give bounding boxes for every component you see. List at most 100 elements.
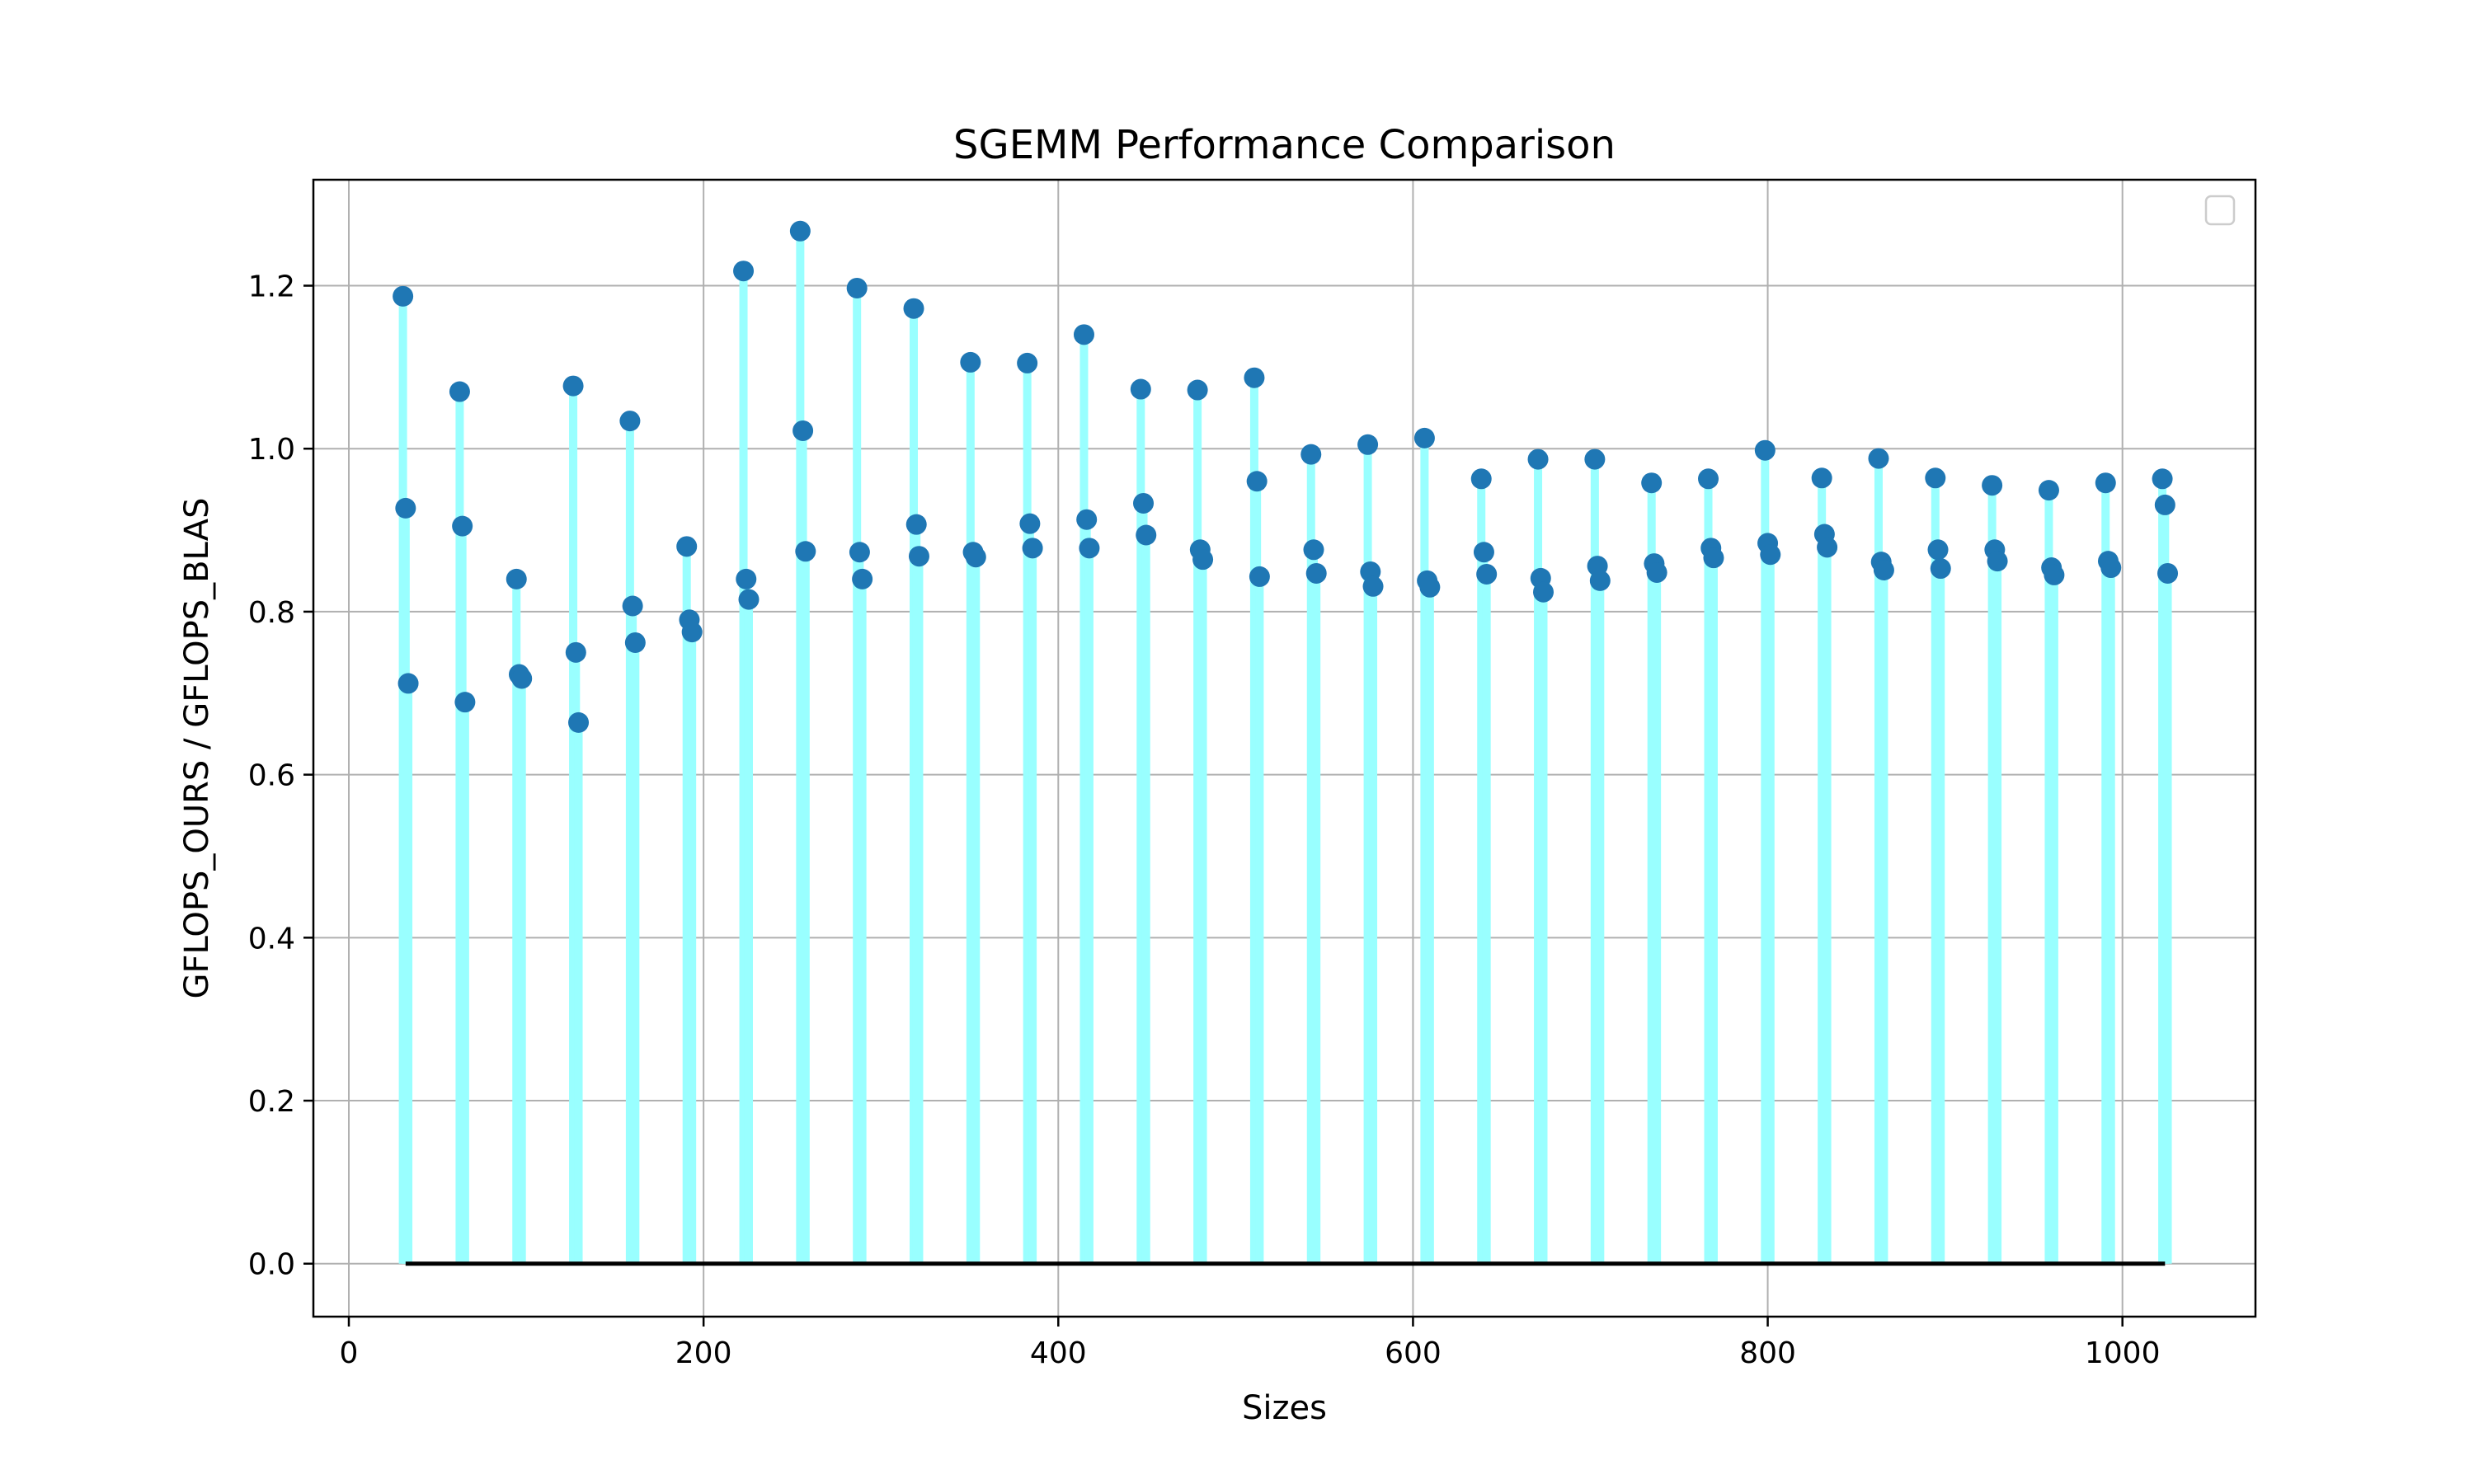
y-tick-label: 0.0 <box>248 1248 295 1282</box>
data-point <box>562 375 584 397</box>
data-point <box>454 692 476 713</box>
data-point <box>2157 562 2179 584</box>
data-point <box>905 514 927 535</box>
data-point <box>622 595 643 617</box>
data-point <box>624 632 646 653</box>
data-point <box>1192 549 1214 571</box>
data-point <box>908 546 929 567</box>
data-point <box>795 541 816 562</box>
data-point <box>793 420 814 441</box>
data-point <box>1303 539 1324 561</box>
x-tick-label: 200 <box>675 1336 732 1370</box>
data-point <box>733 261 755 282</box>
y-axis-ticks: 0.0 0.2 0.4 0.6 0.8 1.0 1.2 <box>248 270 313 1282</box>
y-tick-label: 0.2 <box>248 1085 295 1119</box>
data-point <box>511 668 533 689</box>
y-tick-label: 0.8 <box>248 596 295 630</box>
data-point <box>1079 538 1100 559</box>
data-point <box>2152 468 2173 490</box>
data-point <box>1076 509 1098 530</box>
data-point <box>960 351 981 373</box>
x-axis-label: Sizes <box>1242 1389 1327 1427</box>
data-point <box>789 220 811 242</box>
data-point <box>449 381 470 402</box>
data-point <box>568 711 590 733</box>
data-point <box>1300 444 1322 465</box>
x-tick-label: 600 <box>1385 1336 1442 1370</box>
data-point <box>1703 547 1724 569</box>
data-point <box>1019 513 1041 534</box>
data-point <box>738 589 760 610</box>
data-point <box>1246 471 1268 492</box>
data-point <box>852 568 873 589</box>
x-tick-label: 800 <box>1739 1336 1796 1370</box>
data-point <box>1413 427 1435 448</box>
data-point <box>1527 448 1549 470</box>
data-point <box>1133 492 1155 514</box>
data-point <box>1982 475 2003 496</box>
data-point <box>1473 542 1494 563</box>
x-axis-ticks: 0 200 400 600 800 1000 <box>340 1317 2161 1370</box>
data-point <box>506 568 527 589</box>
data-point <box>676 536 698 557</box>
data-point <box>1249 566 1270 587</box>
data-point <box>1754 439 1776 461</box>
data-point <box>619 411 641 432</box>
legend-box <box>2204 195 2236 226</box>
data-point <box>397 673 419 694</box>
data-point <box>2100 557 2122 579</box>
data-point <box>1641 472 1663 494</box>
data-point <box>1927 539 1949 561</box>
y-tick-label: 0.6 <box>248 759 295 793</box>
data-point <box>1476 563 1498 585</box>
data-point <box>1130 378 1151 400</box>
data-point <box>1017 352 1038 373</box>
data-point <box>1987 551 2008 572</box>
data-point <box>1584 448 1606 470</box>
data-point <box>393 285 414 307</box>
plot-frame <box>312 178 2257 1318</box>
y-tick-label: 1.0 <box>248 433 295 467</box>
data-point <box>1868 448 1889 469</box>
data-point <box>1244 367 1265 388</box>
y-axis-label: GFLOPS_OURS / GFLOPS_BLAS <box>178 498 216 999</box>
stem-lines <box>398 231 2172 1264</box>
data-point <box>1073 324 1094 345</box>
data-point <box>1646 561 1667 583</box>
x-tick-label: 0 <box>340 1336 359 1370</box>
grid-lines <box>313 180 2255 1317</box>
data-point <box>1589 570 1611 591</box>
data-point <box>1930 558 1951 580</box>
data-point <box>2044 564 2065 585</box>
data-point <box>1357 434 1379 455</box>
data-point <box>1760 544 1781 566</box>
data-point <box>681 622 703 643</box>
data-point <box>565 641 586 663</box>
data-point <box>1305 562 1327 584</box>
x-tick-label: 400 <box>1030 1336 1087 1370</box>
data-point <box>1811 467 1832 489</box>
y-tick-label: 1.2 <box>248 270 295 304</box>
x-tick-label: 1000 <box>2085 1336 2161 1370</box>
data-point <box>903 298 924 319</box>
data-point <box>1022 538 1043 559</box>
chart-title: SGEMM Performance Comparison <box>953 122 1616 168</box>
data-point <box>2038 480 2059 501</box>
data-point <box>736 568 757 589</box>
data-point <box>965 547 986 568</box>
data-point <box>1873 560 1894 581</box>
data-point <box>846 277 868 298</box>
data-point <box>1187 379 1208 401</box>
data-point <box>2154 494 2175 515</box>
data-point <box>1136 524 1157 546</box>
data-point <box>452 515 473 537</box>
data-markers <box>393 220 2179 733</box>
data-point <box>1362 575 1384 597</box>
data-point <box>2095 472 2116 494</box>
data-point <box>1470 468 1492 490</box>
data-point <box>1698 468 1719 490</box>
data-point <box>849 542 870 563</box>
data-point <box>1419 576 1441 598</box>
data-point <box>1533 581 1554 603</box>
